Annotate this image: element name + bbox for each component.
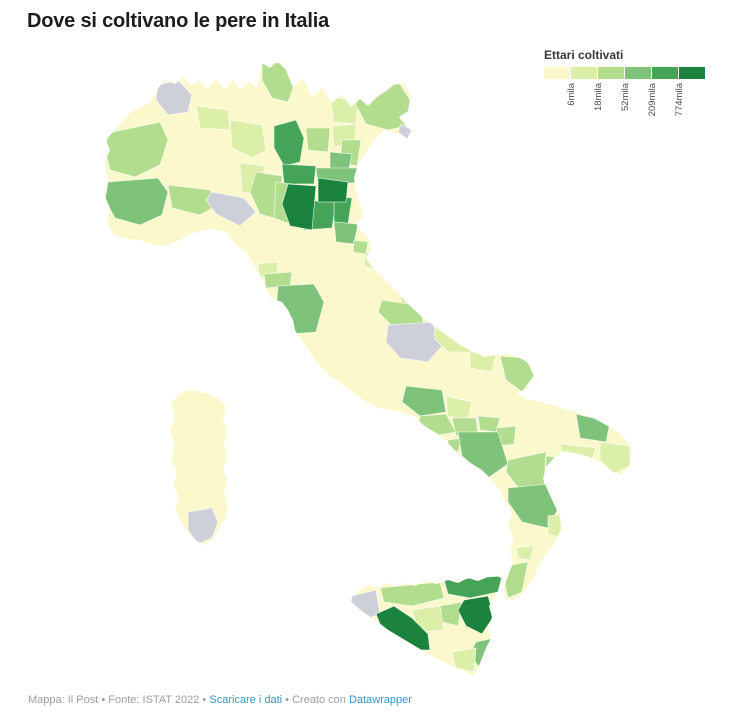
region-enna[interactable] <box>439 601 463 627</box>
region-campobasso[interactable] <box>469 351 497 373</box>
region-roma[interactable] <box>401 385 447 417</box>
region-matera[interactable] <box>545 455 575 485</box>
region-bergamo-brescia[interactable] <box>229 119 267 159</box>
legend-tick-label-3: 209mila <box>647 82 658 116</box>
legend-swatch-4 <box>652 67 678 79</box>
region-lecce[interactable] <box>599 441 631 475</box>
region-trapani[interactable] <box>349 589 381 621</box>
download-data-link[interactable]: Scaricare i dati <box>209 694 283 706</box>
legend-swatch-0 <box>544 67 570 79</box>
legend-tick-label-0: 6mila <box>566 82 577 105</box>
legend-swatch-2 <box>598 67 624 79</box>
region-taranto[interactable] <box>559 443 597 465</box>
region-genova[interactable] <box>205 191 257 227</box>
region-reggio-calabria[interactable] <box>503 561 529 599</box>
region-belluno[interactable] <box>329 95 359 125</box>
legend-color-scale: 6mila 18mila 52mila 209mila 774mila <box>544 67 705 116</box>
legend-swatch-3 <box>625 67 651 79</box>
footer-credit-text: Mappa: Il Post • Fonte: ISTAT 2022 • <box>28 694 210 706</box>
region-trieste[interactable] <box>397 123 413 140</box>
region-modena[interactable] <box>281 183 317 231</box>
legend-title: Ettari coltivati <box>544 48 624 62</box>
region-vicenza[interactable] <box>305 127 331 153</box>
region-verona[interactable] <box>273 119 305 167</box>
legend-tick-label-2: 52mila <box>620 82 631 111</box>
region-catania[interactable] <box>457 595 495 635</box>
region-salerno[interactable] <box>457 431 509 479</box>
footer-separator-text: • Creato con <box>282 694 349 706</box>
region-palermo-coast[interactable] <box>379 581 445 607</box>
legend-tick-label-1: 18mila <box>593 82 604 111</box>
legend-swatch-5 <box>679 67 705 79</box>
region-ferrara[interactable] <box>317 177 349 203</box>
region-bari[interactable] <box>575 413 611 443</box>
legend-swatch-1 <box>571 67 597 79</box>
region-mantova[interactable] <box>281 163 317 185</box>
datawrapper-link[interactable]: Datawrapper <box>348 694 412 706</box>
region-parma[interactable] <box>249 171 283 221</box>
region-vibo[interactable] <box>515 545 535 561</box>
region-crotone[interactable] <box>547 513 567 539</box>
footer: Mappa: Il Post • Fonte: ISTAT 2022 • Sca… <box>28 694 412 706</box>
landmass-sardinia[interactable] <box>170 390 228 545</box>
region-ragusa[interactable] <box>451 647 477 673</box>
legend-tick-label-4: 774mila <box>674 82 685 116</box>
legend: Ettari coltivati 6mila 18mila 52mila 209mil… <box>544 48 720 134</box>
page-title: Dove si coltivano le pere in Italia <box>27 10 329 32</box>
region-alessandria[interactable] <box>167 184 219 216</box>
region-cagliari[interactable] <box>187 507 219 545</box>
region-firenze[interactable] <box>275 283 325 335</box>
region-varese-como[interactable] <box>195 105 231 131</box>
